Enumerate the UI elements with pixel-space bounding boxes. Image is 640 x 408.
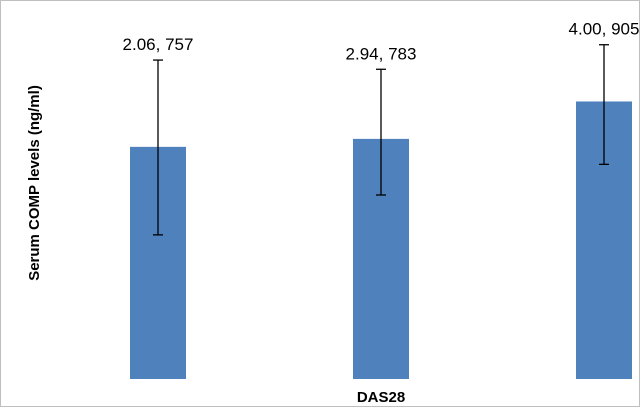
data-label-2: 2.94, 783 [346, 44, 417, 63]
data-label-1: 2.06, 757 [123, 35, 194, 54]
error-bar-1 [153, 59, 163, 236]
x-axis-label: DAS28 [357, 389, 405, 406]
error-bar-2 [376, 68, 386, 196]
data-labels-layer: 2.06, 757 2.94, 783 4.00, 905 [123, 20, 640, 64]
error-bars-layer [153, 44, 609, 236]
error-bar-3 [599, 44, 609, 165]
data-label-3: 4.00, 905 [569, 20, 640, 39]
y-axis-label: Serum COMP levels (ng/ml) [26, 85, 43, 281]
